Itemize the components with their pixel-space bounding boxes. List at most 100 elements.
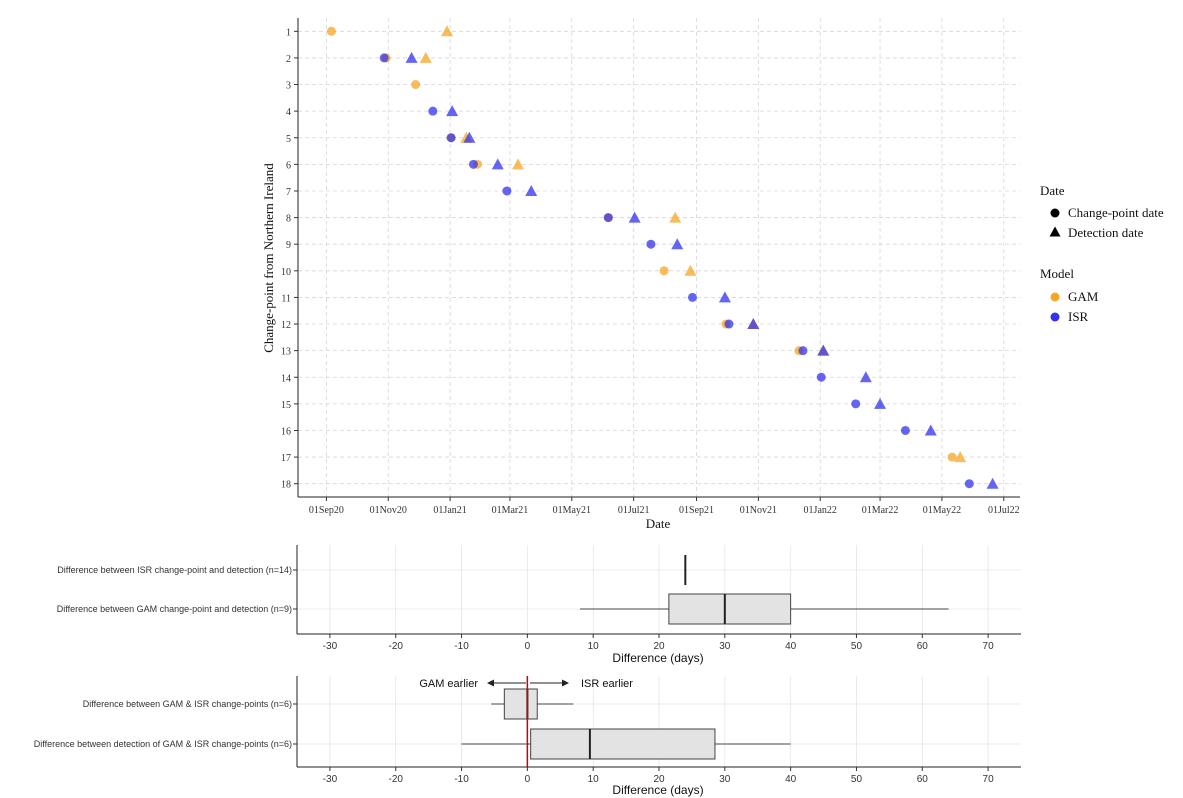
scatter-y-axis-label: Change-point from Northern Ireland	[261, 163, 276, 353]
scatter-y-tick-label: 12	[281, 320, 291, 331]
isr-detection-marker	[405, 51, 418, 63]
scatter-y-tick-label: 4	[286, 107, 291, 118]
isr-detection-marker	[874, 397, 887, 409]
box2-x-tick-label: -20	[389, 774, 404, 785]
gam-change-point-marker	[326, 26, 336, 36]
legend-change-point-date: Change-point date	[1068, 205, 1164, 220]
box2-box	[530, 728, 716, 760]
legend-gam-swatch-icon	[1050, 292, 1060, 302]
isr-change-point-marker	[816, 372, 826, 382]
scatter-x-tick-label: 01Jan22	[804, 505, 837, 516]
scatter-y-tick-label: 11	[281, 293, 291, 304]
box1-x-tick-label: -30	[323, 641, 338, 652]
box1-x-tick-label: -10	[454, 641, 469, 652]
gam-detection-marker	[441, 25, 454, 37]
box1-x-tick-label: -20	[389, 641, 404, 652]
box-panel-1-x-axis-label: Difference (days)	[612, 651, 703, 665]
isr-detection-marker	[924, 424, 937, 436]
scatter-points	[326, 25, 999, 489]
scatter-x-tick-label: 01May21	[553, 505, 591, 516]
box1-x-tick-label: 10	[588, 641, 600, 652]
box1-x-tick-label: 70	[983, 641, 995, 652]
isr-change-point-marker	[446, 133, 456, 143]
scatter-y-tick-label: 15	[281, 400, 291, 411]
box1-x-tick-label: 50	[851, 641, 863, 652]
scatter-grid	[298, 18, 1020, 497]
scatter-panel: 01Sep20 01Nov20 01Jan21 01Mar21 01May21 01Jul…	[261, 18, 1020, 531]
box1-x-tick-label: 40	[785, 641, 797, 652]
box2-x-tick-label: 0	[525, 774, 531, 785]
isr-change-point-marker	[468, 159, 478, 169]
gam-detection-marker	[954, 451, 967, 463]
scatter-y-tick-label: 8	[286, 214, 291, 225]
scatter-y-tick-label: 7	[286, 187, 291, 198]
box2-x-tick-label: -10	[454, 774, 469, 785]
box-panel-2-x-axis-label: Difference (days)	[612, 783, 703, 797]
isr-detection-marker	[463, 131, 476, 143]
annotation-arrows	[487, 679, 569, 687]
isr-detection-marker	[446, 105, 459, 117]
box-panel-1-category-1: Difference between ISR change-point and …	[57, 565, 292, 575]
box2-box	[503, 688, 538, 720]
box2-x-tick-label: 30	[719, 774, 731, 785]
scatter-y-tick-label: 6	[286, 160, 291, 171]
annotation-isr-earlier: ISR earlier	[581, 678, 633, 690]
scatter-x-axis-label: Date	[646, 516, 671, 531]
scatter-y-tick-label: 9	[286, 240, 291, 251]
box2-x-tick-label: 20	[653, 774, 665, 785]
isr-detection-marker	[491, 158, 504, 170]
scatter-y-tick-label: 3	[286, 81, 291, 92]
scatter-x-tick-label: 01Nov21	[740, 505, 777, 516]
box-panel-2-category-1: Difference between GAM & ISR change-poin…	[83, 699, 292, 709]
arrow-left-head-icon	[487, 679, 494, 687]
scatter-x-tick-label: 01Mar22	[862, 505, 899, 516]
isr-change-point-marker	[603, 213, 613, 223]
scatter-x-tick-label: 01Nov20	[370, 505, 407, 516]
box1-x-tick-label: 0	[525, 641, 531, 652]
scatter-y-tick-label: 2	[286, 54, 291, 65]
isr-change-point-marker	[379, 53, 389, 63]
isr-detection-marker	[718, 291, 731, 303]
box-panel-model-comparison: -30 -20 -10 0 10 20 30 40 50 60 70	[293, 676, 1021, 785]
isr-change-point-marker	[900, 425, 910, 435]
scatter-x-tick-label: 01Jul22	[988, 505, 1020, 516]
legend: Date Change-point date Detection date Mo…	[1040, 183, 1164, 324]
isr-detection-marker	[859, 371, 872, 383]
gam-detection-marker	[669, 211, 682, 223]
box2-x-tick-label: 60	[917, 774, 929, 785]
scatter-x-ticks: 01Sep20 01Nov20 01Jan21 01Mar21 01May21 01Jul…	[309, 497, 1020, 516]
isr-detection-marker	[525, 184, 538, 196]
box-panel-1-category-2: Difference between GAM change-point and …	[57, 604, 292, 614]
arrow-right-head-icon	[562, 679, 569, 687]
scatter-axes	[297, 18, 1020, 498]
gam-change-point-marker	[659, 266, 669, 276]
box2-x-tick-label: 70	[983, 774, 995, 785]
legend-color-title: Model	[1040, 266, 1074, 281]
scatter-x-tick-label: 01Sep20	[309, 505, 344, 516]
scatter-x-tick-label: 01Jul21	[618, 505, 650, 516]
scatter-y-tick-label: 18	[281, 480, 291, 491]
isr-change-point-marker	[798, 346, 808, 356]
isr-detection-marker	[817, 344, 830, 356]
gam-detection-marker	[684, 264, 697, 276]
legend-circle-icon	[1050, 208, 1060, 218]
scatter-y-tick-label: 16	[281, 426, 291, 437]
isr-change-point-marker	[724, 319, 734, 329]
box-panel-2-category-2: Difference between detection of GAM & IS…	[34, 739, 292, 749]
legend-triangle-icon	[1049, 226, 1061, 237]
box1-box	[668, 593, 792, 625]
legend-gam-label: GAM	[1068, 289, 1099, 304]
gam-change-point-marker	[411, 80, 421, 90]
isr-change-point-marker	[428, 106, 438, 116]
scatter-y-tick-label: 14	[281, 373, 291, 384]
isr-change-point-marker	[502, 186, 512, 196]
annotation-gam-earlier: GAM earlier	[419, 678, 478, 690]
isr-detection-marker	[628, 211, 641, 223]
isr-change-point-marker	[687, 292, 697, 302]
scatter-y-tick-label: 1	[286, 27, 291, 38]
box1-x-tick-label: 20	[653, 641, 665, 652]
box-panel-detection-lag: -30 -20 -10 0 10 20 30 40 50 60 70	[293, 545, 1021, 652]
box2-x-tick-label: -30	[323, 774, 338, 785]
scatter-x-tick-label: 01Mar21	[492, 505, 529, 516]
